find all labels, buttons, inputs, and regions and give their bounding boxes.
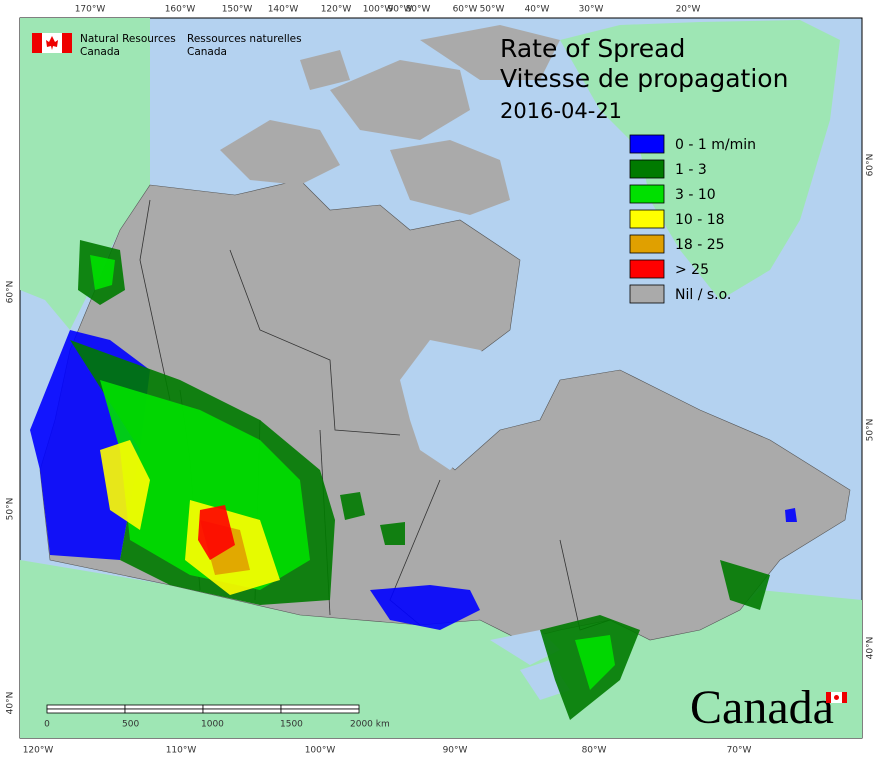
legend: 0 - 1 m/min 1 - 3 3 - 10 10 - 18 18 - 25 > 25… bbox=[629, 134, 756, 304]
scale-segment bbox=[202, 704, 282, 710]
scale-bar: 0 500 1000 1500 2000 km bbox=[44, 704, 390, 730]
fire-patch bbox=[198, 505, 235, 560]
legend-label: 3 - 10 bbox=[675, 187, 716, 203]
fire-patch bbox=[380, 522, 405, 545]
latitude-label: 50°N bbox=[866, 419, 876, 442]
graticule-labels: 170°W 160°W 150°W 140°W 120°W 100°W90°W80°W 60… bbox=[6, 5, 876, 756]
longitude-label: 140°W bbox=[268, 5, 299, 15]
scale-segment bbox=[46, 704, 126, 710]
united-states bbox=[20, 560, 862, 738]
header-fr: Ressources naturelles bbox=[187, 33, 302, 45]
maple-leaf bbox=[834, 695, 839, 700]
government-signature: Natural Resources Canada Ressources natu… bbox=[32, 33, 302, 58]
legend-label: 1 - 3 bbox=[675, 162, 707, 178]
latitude-label: 40°N bbox=[866, 637, 876, 660]
scale-segment bbox=[280, 704, 360, 710]
great-lakes bbox=[520, 660, 570, 700]
longitude-label: 80°W bbox=[406, 5, 431, 15]
fire-overlay bbox=[30, 240, 797, 720]
arctic-island bbox=[330, 60, 470, 140]
longitude-label: 70°W bbox=[727, 746, 752, 756]
hudson-bay bbox=[400, 340, 520, 470]
fire-patch bbox=[340, 492, 365, 520]
legend-label: 0 - 1 m/min bbox=[675, 137, 756, 153]
flag-bar bbox=[32, 33, 42, 53]
scale-segment bbox=[124, 708, 204, 714]
longitude-label: 20°W bbox=[676, 5, 701, 15]
fire-patch bbox=[720, 560, 770, 610]
legend-label: 18 - 25 bbox=[675, 237, 725, 253]
flag-bar bbox=[842, 692, 847, 703]
flag-bar bbox=[62, 33, 72, 53]
header-en: Canada bbox=[80, 46, 120, 58]
longitude-label: 60°W bbox=[453, 5, 478, 15]
great-lakes bbox=[490, 630, 560, 665]
latitude-label: 60°N bbox=[6, 281, 16, 304]
latitude-label: 60°N bbox=[866, 154, 876, 177]
longitude-label: 100°W bbox=[305, 746, 336, 756]
title: Vitesse de propagation bbox=[500, 64, 788, 93]
maple-leaf bbox=[46, 36, 58, 50]
longitude-label: 30°W bbox=[579, 5, 604, 15]
scale-segment bbox=[280, 708, 360, 714]
map-frame bbox=[19, 17, 863, 739]
legend-swatch bbox=[629, 259, 665, 279]
legend-swatch bbox=[629, 184, 665, 204]
legend-label: > 25 bbox=[675, 262, 709, 278]
arctic-island bbox=[420, 25, 560, 80]
arctic-island bbox=[220, 120, 340, 185]
latitude-label: 40°N bbox=[6, 692, 16, 715]
longitude-label: 80°W bbox=[582, 746, 607, 756]
scale-label: 1000 bbox=[201, 720, 224, 730]
legend-swatch bbox=[629, 284, 665, 304]
longitude-label: 120°W bbox=[23, 746, 54, 756]
longitude-label: 90°W bbox=[443, 746, 468, 756]
scale-segment bbox=[202, 708, 282, 714]
alaska bbox=[20, 18, 150, 330]
legend-label: Nil / s.o. bbox=[675, 287, 731, 303]
header-en: Natural Resources bbox=[80, 33, 176, 45]
legend-swatch bbox=[629, 209, 665, 229]
longitude-label: 110°W bbox=[166, 746, 197, 756]
fire-patch bbox=[575, 635, 615, 690]
scale-label: 1500 bbox=[280, 720, 303, 730]
longitude-label: 150°W bbox=[222, 5, 253, 15]
latitude-label: 50°N bbox=[6, 498, 16, 521]
header-fr: Canada bbox=[187, 46, 227, 58]
arctic-island bbox=[390, 140, 510, 215]
fire-patch bbox=[370, 585, 480, 630]
longitude-label: 160°W bbox=[165, 5, 196, 15]
date: 2016-04-21 bbox=[500, 99, 622, 123]
fire-patch bbox=[100, 440, 150, 530]
fire-patch bbox=[90, 255, 115, 290]
scale-segment bbox=[46, 708, 126, 714]
longitude-label: 90°W bbox=[388, 5, 413, 15]
scale-label: 0 bbox=[44, 720, 50, 730]
canada-wordmark: Canada bbox=[690, 681, 847, 734]
title: Rate of Spread bbox=[500, 34, 685, 63]
scale-label: 2000 km bbox=[350, 720, 390, 730]
longitude-label: 100°W bbox=[363, 5, 394, 15]
legend-label: 10 - 18 bbox=[675, 212, 725, 228]
legend-swatch bbox=[629, 134, 665, 154]
longitude-label: 170°W bbox=[75, 5, 106, 15]
scale-label: 500 bbox=[122, 720, 139, 730]
fire-patch bbox=[785, 508, 797, 522]
legend-swatch bbox=[629, 159, 665, 179]
longitude-label: 120°W bbox=[321, 5, 352, 15]
flag-bar bbox=[826, 692, 831, 703]
legend-swatch bbox=[629, 234, 665, 254]
longitude-label: 50°W bbox=[480, 5, 505, 15]
scale-segment bbox=[124, 704, 204, 710]
greenland bbox=[560, 20, 840, 300]
wordmark: Canada bbox=[690, 681, 834, 734]
arctic-island bbox=[300, 50, 350, 90]
longitude-label: 40°W bbox=[525, 5, 550, 15]
